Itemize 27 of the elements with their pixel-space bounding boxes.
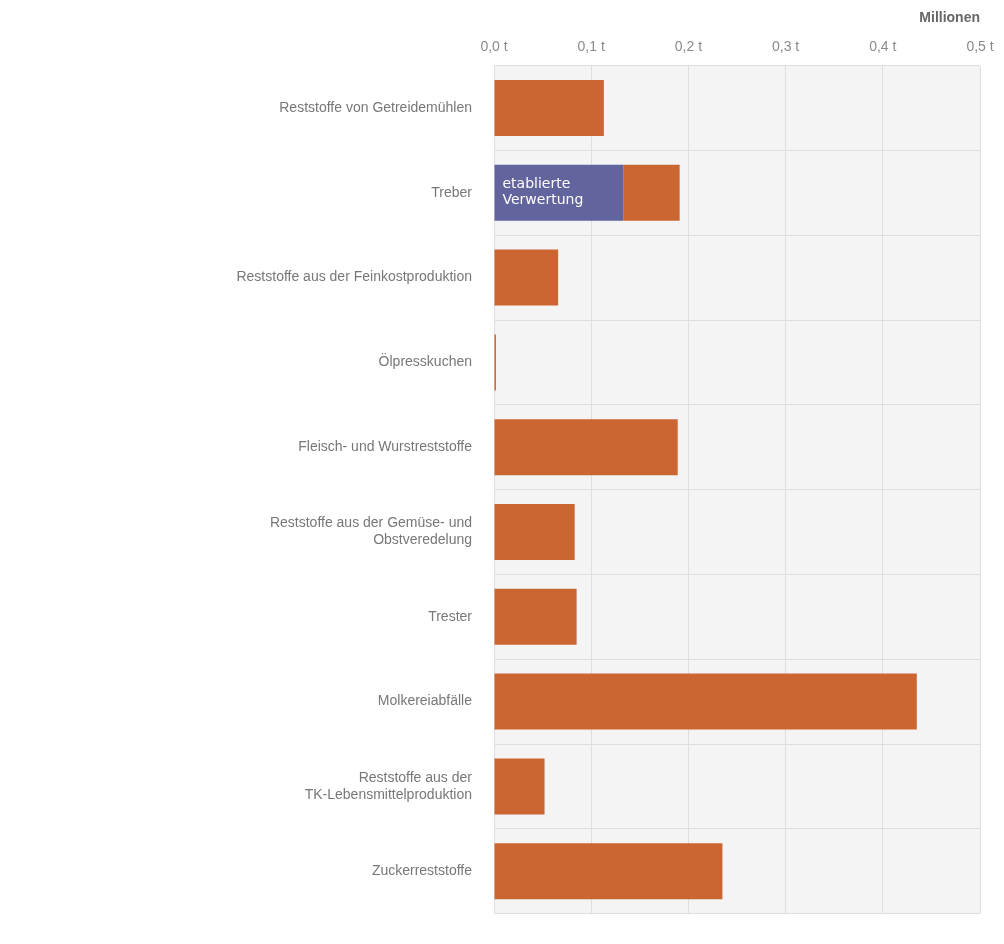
bar	[623, 164, 680, 221]
y-tick-label: Zuckerreststoffe	[371, 862, 473, 879]
bar	[494, 419, 678, 476]
bar	[494, 504, 575, 560]
bar	[494, 588, 577, 645]
x-tick-label: 0,0 t	[480, 38, 508, 55]
y-tick-label: Reststoffe aus der Feinkostproduktion	[236, 268, 472, 285]
x-tick-label: 0,4 t	[869, 38, 897, 55]
y-tick-label: Molkereiabfälle	[377, 692, 473, 709]
y-tick-label: Treber	[431, 183, 473, 200]
bar	[494, 249, 559, 306]
x-tick-label: 0,1 t	[577, 38, 605, 55]
x-axis-title: Millionen	[919, 9, 980, 26]
bar	[494, 673, 917, 730]
series-label: etablierte Verwertung	[502, 175, 584, 208]
y-tick-label: Reststoffe von Getreidemühlen	[279, 98, 472, 115]
x-tick-label: 0,5 t	[966, 38, 994, 55]
bar	[494, 80, 604, 136]
y-tick-label: Reststoffe aus der Gemüse- und Obstveredelung	[269, 514, 472, 548]
x-tick-label: 0,2 t	[674, 38, 703, 55]
bar	[494, 843, 723, 900]
x-tick-label: 0,3 t	[771, 38, 800, 55]
y-tick-label: Trester	[428, 607, 473, 624]
y-tick-label: Ölpresskuchen	[378, 352, 472, 370]
bar	[494, 758, 545, 815]
y-tick-label: Reststoffe aus der TK-Lebensmittelproduktion	[304, 768, 473, 802]
y-tick-label: Fleisch- und Wurstreststoffe	[298, 438, 473, 455]
